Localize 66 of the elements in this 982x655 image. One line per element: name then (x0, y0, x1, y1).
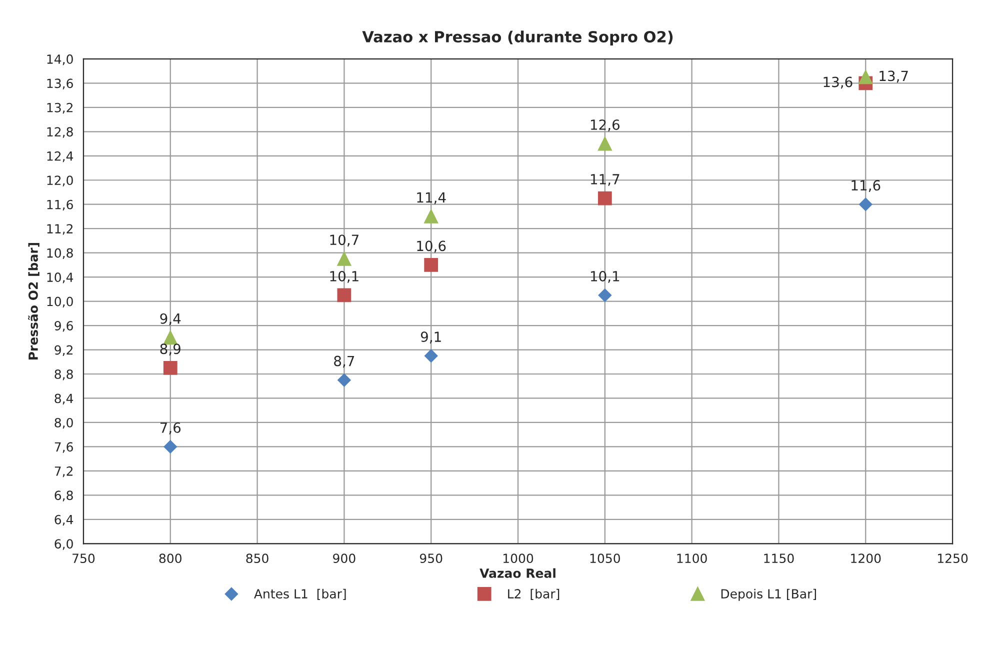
y-tick-label: 10,8 (47, 248, 73, 260)
x-tick-label: 1050 (590, 554, 620, 564)
legend-label: Antes L1 [bar] (254, 588, 346, 600)
x-tick-label: 900 (333, 554, 356, 564)
y-tick-label: 12,0 (47, 176, 73, 186)
y-tick-label: 6,0 (54, 539, 73, 550)
point (337, 288, 352, 302)
data-label: 13,6 (824, 76, 852, 89)
legend-label: L2 [bar] (508, 588, 560, 600)
data-label: 10,6 (417, 240, 446, 253)
y-tick-label: 10,4 (47, 272, 74, 284)
data-label: 8,9 (160, 344, 180, 356)
point (424, 349, 438, 362)
x-tick-label: 1250 (938, 554, 968, 564)
y-tick-label: 11,2 (47, 224, 72, 235)
y-tick-label: 12,8 (47, 127, 73, 138)
data-label: 9,1 (420, 332, 441, 344)
x-tick-label: 950 (420, 554, 442, 564)
legend-label: Depois L1 [Bar] (721, 588, 816, 601)
point (338, 373, 351, 387)
point (424, 258, 438, 272)
point (164, 440, 177, 454)
point (598, 136, 612, 151)
y-tick-label: 13,6 (47, 78, 73, 90)
data-label: 10,1 (330, 270, 358, 283)
data-label: 12,6 (590, 119, 620, 132)
x-tick-label: 750 (72, 554, 95, 564)
data-label: 8,7 (334, 356, 354, 368)
data-label: 7,6 (160, 422, 181, 434)
point (859, 198, 872, 211)
y-tick-label: 9,2 (54, 345, 72, 356)
x-tick-label: 1200 (851, 554, 881, 564)
y-tick-label: 7,6 (54, 442, 73, 453)
point (424, 210, 438, 224)
x-tick-label: 850 (246, 554, 268, 564)
x-tick-label: 1000 (503, 554, 534, 564)
y-tick-label: 8,8 (54, 369, 73, 380)
y-tick-label: 10,0 (47, 296, 73, 308)
y-tick-label: 6,4 (54, 514, 74, 526)
y-axis-title: Pressão O2 [bar] (28, 243, 40, 360)
y-tick-label: 11,6 (47, 200, 73, 211)
y-tick-label: 9,6 (54, 321, 73, 332)
point (163, 361, 178, 375)
y-tick-label: 6,8 (54, 490, 73, 502)
data-label: 13,7 (880, 70, 908, 83)
x-tick-label: 1150 (764, 554, 794, 564)
y-tick-label: 8,4 (54, 394, 74, 404)
data-label: 9,4 (160, 313, 181, 326)
point (858, 70, 873, 84)
data-label: 11,7 (590, 174, 620, 186)
x-tick-label: 800 (159, 554, 182, 564)
chart-title: Vazao x Pressao (durante Sopro O2) (362, 30, 673, 46)
point (337, 252, 352, 266)
y-tick-label: 13,2 (47, 102, 72, 114)
y-tick-label: 8,0 (54, 418, 73, 429)
point (598, 288, 612, 302)
x-tick-label: 1100 (677, 554, 707, 564)
point (598, 191, 612, 206)
data-label: 10,7 (330, 234, 358, 247)
data-label: 11,6 (852, 180, 880, 192)
y-tick-label: 14,0 (47, 54, 73, 66)
data-label: 11,4 (417, 192, 446, 204)
data-label: 10,1 (590, 270, 620, 283)
y-tick-label: 7,2 (54, 466, 72, 478)
y-tick-label: 12,4 (47, 151, 74, 162)
x-axis-title: Vazao Real (480, 568, 556, 578)
